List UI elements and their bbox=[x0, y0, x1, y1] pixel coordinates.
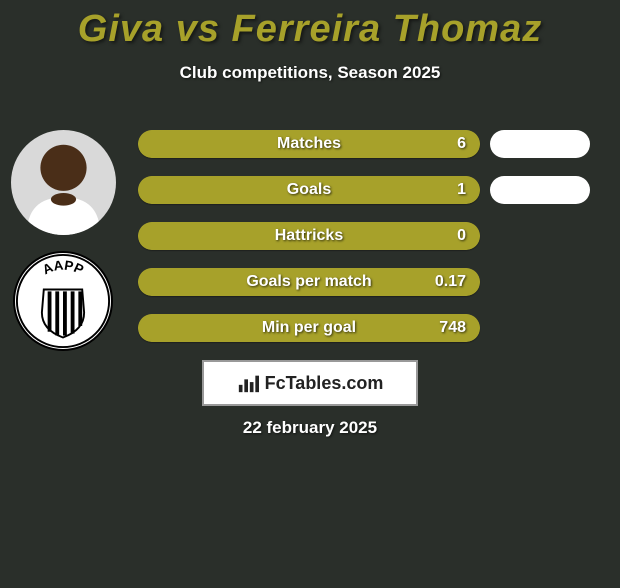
site-badge[interactable]: FcTables.com bbox=[202, 360, 418, 406]
left-column: AAPP bbox=[8, 130, 118, 351]
comparison-blob bbox=[490, 176, 590, 204]
player-avatar bbox=[11, 130, 116, 235]
site-name: FcTables.com bbox=[265, 373, 384, 394]
stat-bar: Goals1 bbox=[138, 176, 480, 204]
page-title: Giva vs Ferreira Thomaz bbox=[0, 8, 620, 51]
stat-bar-label: Goals per match bbox=[138, 268, 480, 296]
right-blobs bbox=[490, 130, 600, 204]
stat-bar: Matches6 bbox=[138, 130, 480, 158]
stat-bar: Min per goal748 bbox=[138, 314, 480, 342]
stat-bar-label: Hattricks bbox=[138, 222, 480, 250]
bar-chart-icon bbox=[237, 372, 259, 394]
stat-bar-value: 748 bbox=[439, 314, 466, 342]
stat-bar-value: 0 bbox=[457, 222, 466, 250]
stat-bar: Goals per match0.17 bbox=[138, 268, 480, 296]
comparison-blob bbox=[490, 130, 590, 158]
club-badge: AAPP bbox=[13, 251, 113, 351]
stat-bar: Hattricks0 bbox=[138, 222, 480, 250]
stat-bar-value: 0.17 bbox=[435, 268, 466, 296]
stat-bar-value: 1 bbox=[457, 176, 466, 204]
stat-bars: Matches6Goals1Hattricks0Goals per match0… bbox=[138, 130, 480, 342]
date-label: 22 february 2025 bbox=[0, 418, 620, 438]
stat-bar-label: Goals bbox=[138, 176, 480, 204]
stat-bar-label: Matches bbox=[138, 130, 480, 158]
stat-bar-label: Min per goal bbox=[138, 314, 480, 342]
subtitle: Club competitions, Season 2025 bbox=[0, 63, 620, 83]
club-badge-icon: AAPP bbox=[15, 253, 111, 349]
avatar-placeholder-icon bbox=[11, 130, 116, 235]
stat-bar-value: 6 bbox=[457, 130, 466, 158]
